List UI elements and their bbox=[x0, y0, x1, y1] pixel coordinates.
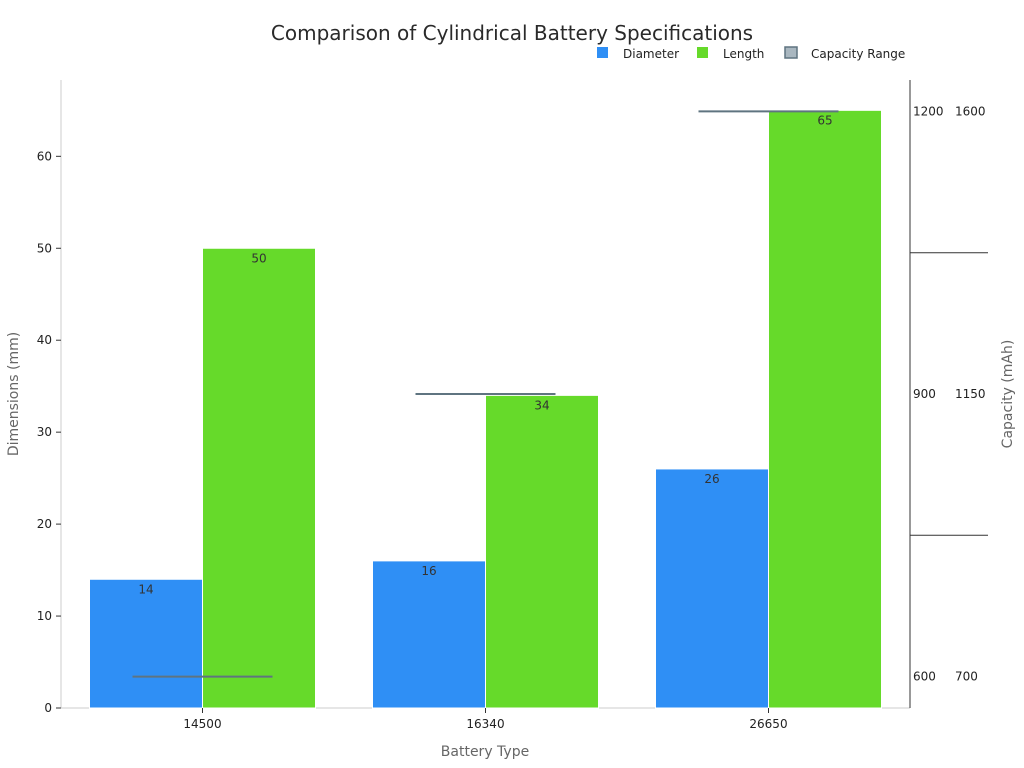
plot-area: 0 10 20 30 40 50 60 14 50 14500 16 34 16340 26 65 26650… bbox=[37, 80, 988, 731]
x-tick-label: 16340 bbox=[466, 717, 504, 731]
bar-label-length-14500: 50 bbox=[251, 251, 266, 265]
bar-length-16340 bbox=[485, 394, 599, 709]
x-tick-label: 26650 bbox=[749, 717, 787, 731]
bar-diameter-26650 bbox=[655, 468, 769, 709]
y-axis-title: Dimensions (mm) bbox=[6, 332, 22, 456]
bar-length-26650 bbox=[768, 109, 882, 709]
legend-label-capacity-range: Capacity Range bbox=[811, 47, 905, 61]
y-tick-label: 50 bbox=[37, 241, 52, 255]
legend-label-diameter: Diameter bbox=[623, 47, 679, 61]
y-tick-label: 60 bbox=[37, 149, 52, 163]
legend-swatch-diameter bbox=[597, 47, 608, 58]
capacity-tick-min: 1200 bbox=[913, 104, 944, 118]
y-tick-label: 40 bbox=[37, 333, 52, 347]
y2-axis-title: Capacity (mAh) bbox=[1000, 340, 1016, 449]
bar-diameter-16340 bbox=[372, 560, 486, 709]
y-tick-label: 20 bbox=[37, 517, 52, 531]
bar-diameter-14500 bbox=[89, 578, 203, 709]
legend-label-length: Length bbox=[723, 47, 764, 61]
bar-label-length-16340: 34 bbox=[534, 398, 549, 412]
capacity-tick-max: 1150 bbox=[955, 387, 986, 401]
bar-length-14500 bbox=[202, 247, 316, 709]
bar-label-diameter-16340: 16 bbox=[421, 564, 436, 578]
y-tick-label: 0 bbox=[44, 701, 52, 715]
bar-label-diameter-14500: 14 bbox=[138, 582, 153, 596]
capacity-tick-max: 1600 bbox=[955, 104, 986, 118]
chart-title: Comparison of Cylindrical Battery Specif… bbox=[271, 21, 753, 45]
legend-swatch-length bbox=[697, 47, 708, 58]
y-tick-label: 10 bbox=[37, 609, 52, 623]
capacity-tick-min: 900 bbox=[913, 387, 936, 401]
legend: Diameter Length Capacity Range bbox=[597, 46, 905, 61]
x-tick-label: 14500 bbox=[183, 717, 221, 731]
bar-label-diameter-26650: 26 bbox=[704, 472, 719, 486]
legend-swatch-capacity-range bbox=[784, 46, 798, 59]
capacity-tick-max: 700 bbox=[955, 670, 978, 684]
x-axis-title: Battery Type bbox=[441, 744, 529, 760]
y-tick-label: 30 bbox=[37, 425, 52, 439]
capacity-tick-min: 600 bbox=[913, 670, 936, 684]
bar-label-length-26650: 65 bbox=[817, 113, 832, 127]
